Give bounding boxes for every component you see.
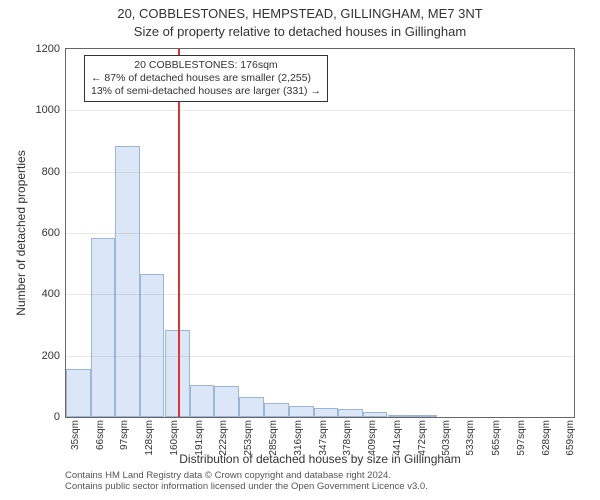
histogram-bar: [314, 408, 339, 417]
annotation-line: ← 87% of detached houses are smaller (2,…: [91, 72, 321, 85]
gridline: [65, 172, 575, 173]
attribution-footer: Contains HM Land Registry data © Crown c…: [65, 470, 575, 493]
histogram-bar: [413, 415, 438, 417]
histogram-bar: [239, 397, 264, 417]
y-axis-label: Number of detached properties: [14, 48, 34, 418]
histogram-bar: [190, 385, 215, 417]
histogram-bar: [289, 406, 314, 417]
annotation-line: 13% of semi-detached houses are larger (…: [91, 85, 321, 98]
footer-line-1: Contains HM Land Registry data © Crown c…: [65, 470, 575, 481]
x-axis-label: Distribution of detached houses by size …: [65, 452, 575, 466]
histogram-bar: [388, 415, 413, 417]
chart-title-line2: Size of property relative to detached ho…: [0, 24, 600, 39]
gridline: [65, 110, 575, 111]
annotation-box: 20 COBBLESTONES: 176sqm← 87% of detached…: [84, 55, 328, 102]
histogram-bar: [363, 412, 388, 417]
footer-line-2: Contains public sector information licen…: [65, 481, 575, 492]
gridline: [65, 294, 575, 295]
histogram-bar: [66, 369, 91, 417]
chart-container: 20, COBBLESTONES, HEMPSTEAD, GILLINGHAM,…: [0, 0, 600, 500]
histogram-bar: [264, 403, 289, 417]
histogram-bar: [338, 409, 363, 417]
chart-title-line1: 20, COBBLESTONES, HEMPSTEAD, GILLINGHAM,…: [0, 6, 600, 21]
annotation-line: 20 COBBLESTONES: 176sqm: [91, 59, 321, 72]
histogram-bar: [140, 274, 165, 417]
gridline: [65, 233, 575, 234]
histogram-bar: [91, 238, 116, 417]
histogram-bar: [115, 146, 140, 417]
histogram-bar: [214, 386, 239, 417]
gridline: [65, 356, 575, 357]
